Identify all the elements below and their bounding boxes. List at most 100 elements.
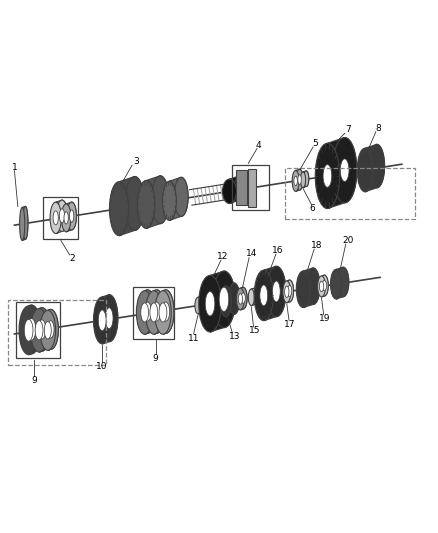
Bar [17, 302, 60, 358]
Ellipse shape [141, 303, 148, 322]
Ellipse shape [272, 281, 280, 302]
Polygon shape [287, 280, 293, 303]
Polygon shape [56, 200, 67, 233]
Polygon shape [48, 309, 58, 350]
Ellipse shape [162, 181, 177, 220]
Polygon shape [230, 175, 248, 204]
Ellipse shape [105, 308, 113, 329]
Ellipse shape [294, 176, 297, 185]
Ellipse shape [144, 302, 152, 321]
Ellipse shape [152, 176, 169, 224]
Ellipse shape [157, 290, 174, 333]
Polygon shape [210, 271, 235, 332]
Ellipse shape [60, 209, 64, 223]
Text: 1: 1 [11, 163, 18, 172]
Polygon shape [119, 176, 144, 236]
Ellipse shape [53, 211, 58, 225]
Ellipse shape [219, 287, 229, 311]
Ellipse shape [110, 182, 129, 236]
Text: 10: 10 [96, 361, 108, 370]
Text: 17: 17 [284, 319, 296, 328]
Text: 11: 11 [188, 334, 199, 343]
Text: 9: 9 [31, 376, 37, 385]
Polygon shape [226, 283, 240, 317]
Bar [248, 168, 256, 207]
Polygon shape [240, 287, 247, 310]
Ellipse shape [296, 271, 310, 308]
Ellipse shape [337, 267, 349, 297]
Text: 19: 19 [319, 314, 330, 323]
Ellipse shape [174, 177, 188, 216]
Ellipse shape [145, 290, 162, 334]
Ellipse shape [64, 212, 68, 224]
Ellipse shape [287, 285, 292, 296]
Polygon shape [154, 290, 165, 334]
Ellipse shape [199, 276, 221, 332]
Polygon shape [39, 308, 50, 352]
Ellipse shape [138, 181, 155, 228]
Ellipse shape [229, 283, 240, 314]
Ellipse shape [212, 271, 235, 328]
Ellipse shape [315, 143, 339, 208]
Polygon shape [251, 288, 257, 305]
Ellipse shape [98, 310, 106, 331]
Ellipse shape [306, 268, 320, 304]
Ellipse shape [27, 319, 36, 340]
Ellipse shape [195, 297, 201, 314]
Ellipse shape [223, 179, 237, 204]
Ellipse shape [100, 295, 118, 342]
Ellipse shape [57, 200, 67, 231]
Ellipse shape [139, 290, 156, 333]
Ellipse shape [93, 297, 111, 344]
Text: 18: 18 [311, 241, 322, 250]
Ellipse shape [340, 159, 349, 182]
Bar [232, 165, 269, 211]
Ellipse shape [319, 281, 324, 292]
Ellipse shape [318, 276, 325, 297]
Ellipse shape [162, 302, 170, 321]
Ellipse shape [331, 269, 342, 299]
Text: 6: 6 [310, 204, 315, 213]
Ellipse shape [237, 288, 244, 310]
Ellipse shape [292, 171, 299, 191]
Text: 7: 7 [346, 125, 351, 134]
Ellipse shape [300, 172, 306, 188]
Polygon shape [336, 267, 349, 299]
Text: 14: 14 [246, 249, 257, 258]
Polygon shape [321, 275, 328, 297]
Bar [236, 170, 247, 205]
Ellipse shape [44, 321, 51, 339]
Ellipse shape [283, 281, 291, 303]
Ellipse shape [24, 319, 33, 341]
Ellipse shape [205, 292, 215, 316]
Polygon shape [264, 266, 286, 321]
Text: 8: 8 [375, 124, 381, 133]
Ellipse shape [70, 210, 74, 222]
Text: 20: 20 [342, 236, 353, 245]
Polygon shape [163, 290, 174, 334]
Ellipse shape [23, 206, 28, 239]
Ellipse shape [251, 288, 257, 305]
Polygon shape [22, 206, 28, 240]
Ellipse shape [40, 310, 56, 350]
Ellipse shape [38, 320, 46, 339]
Text: 13: 13 [229, 332, 240, 341]
Text: 5: 5 [312, 139, 318, 148]
Ellipse shape [22, 305, 41, 354]
Ellipse shape [67, 202, 76, 230]
Bar [133, 287, 174, 338]
Ellipse shape [332, 138, 357, 203]
Ellipse shape [150, 303, 158, 322]
Ellipse shape [238, 294, 243, 304]
Ellipse shape [322, 280, 326, 291]
Ellipse shape [357, 148, 373, 192]
Ellipse shape [19, 306, 38, 354]
Polygon shape [303, 268, 320, 308]
Polygon shape [28, 305, 41, 354]
Polygon shape [365, 144, 385, 192]
Ellipse shape [35, 321, 43, 340]
Ellipse shape [248, 289, 254, 305]
Polygon shape [66, 202, 76, 232]
Ellipse shape [286, 280, 293, 302]
Ellipse shape [285, 286, 289, 297]
